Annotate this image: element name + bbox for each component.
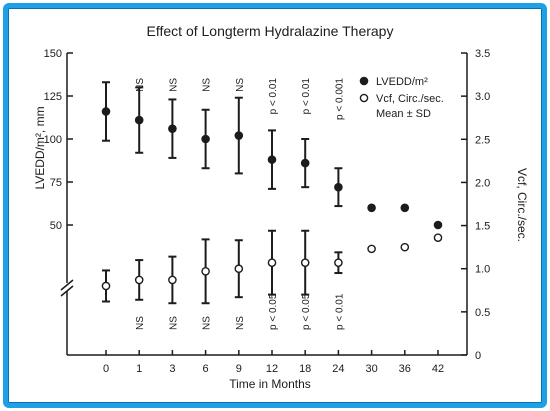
vcf-point [400,242,410,252]
axis-break-mark-2 [60,285,74,297]
lvedd-point [168,124,177,133]
significance-label: NS [235,78,246,92]
lvedd-point [201,134,210,144]
axis-break-mark-1 [60,279,74,291]
y-right-tick-label: 3.5 [475,48,490,60]
y-axis-left-label: LVEDD/m², mm [33,106,47,189]
vcf-point [334,258,343,267]
chart-title: Effect of Longterm Hydralazine Therapy [147,23,394,39]
y-right-tick-label: 2.0 [475,177,490,189]
x-tick-label: 24 [332,363,344,375]
x-tick-label: 3 [169,363,175,375]
significance-label: p < 0.05 [268,293,279,330]
significance-label: NS [235,316,246,330]
significance-labels: NS NS NS NS p < 0.01 p < 0.01 p < 0.001 NS NS NS N… [135,78,345,330]
x-tick-label: 1 [136,363,142,375]
y-left-tick-label: 50 [50,220,62,232]
x-tick-label: 18 [299,363,311,375]
legend-vcf-marker [359,93,369,103]
significance-label: NS [135,316,146,330]
significance-label: p < 0.01 [334,293,345,330]
lvedd-point [433,220,443,230]
vcf-point [300,258,310,267]
significance-label: NS [168,78,179,92]
x-tick-label: 30 [365,363,377,375]
x-tick-label: 6 [203,363,209,375]
legend-mean-sd-label: Mean ± SD [376,108,431,120]
lvedd-point [101,107,111,116]
lvedd-point [134,115,144,125]
lvedd-point [234,131,244,140]
x-axis-label: Time in Months [229,377,311,391]
data-marks [101,81,443,305]
legend-vcf-label: Vcf, Circ./sec. [376,93,444,105]
vcf-point [168,275,177,285]
y-left-tick-label: 150 [44,48,62,60]
lvedd-point [300,158,310,168]
significance-label: NS [202,78,213,92]
vcf-point [134,275,144,285]
y-right-tick-label: 1.0 [475,264,490,276]
x-tick-label: 42 [432,363,444,375]
image-frame [3,3,547,408]
y-left-tick-label: 125 [44,91,62,103]
x-tick-label: 12 [266,363,278,375]
vcf-point [101,281,111,291]
y-axis-right-label: Vcf, Circ./sec. [515,168,529,242]
y-right-tick-label: 3.0 [475,91,490,103]
significance-label: NS [202,316,213,330]
vcf-point [234,264,244,274]
y-left-tick-label: 75 [50,177,62,189]
vcf-point [367,244,376,254]
axes [60,53,468,356]
legend-lvedd-marker [359,76,369,86]
significance-label: p < 0.001 [334,78,345,120]
lvedd-point [400,203,410,213]
y-right-tick-label: 0 [475,350,481,362]
significance-label: p < 0.01 [268,78,279,115]
vcf-point [267,258,277,267]
lvedd-point [267,155,277,164]
vcf-point [433,233,443,242]
x-tick-label: 9 [236,363,242,375]
lvedd-point [367,203,376,213]
significance-label: p < 0.05 [301,293,312,330]
y-right-tick-label: 2.5 [475,134,490,146]
legend: LVEDD/m² Vcf, Circ./sec. Mean ± SD [359,76,444,120]
y-left-tick-label: 100 [44,134,62,146]
significance-label: NS [135,78,146,92]
significance-label: NS [168,316,179,330]
lvedd-point [334,182,343,192]
x-tick-label: 0 [103,363,109,375]
vcf-point [201,267,210,276]
y-right-tick-label: 1.5 [475,221,490,233]
x-tick-label: 36 [399,363,411,375]
y-right-tick-label: 0.5 [475,307,490,319]
legend-lvedd-label: LVEDD/m² [376,76,428,88]
significance-label: p < 0.01 [301,78,312,115]
